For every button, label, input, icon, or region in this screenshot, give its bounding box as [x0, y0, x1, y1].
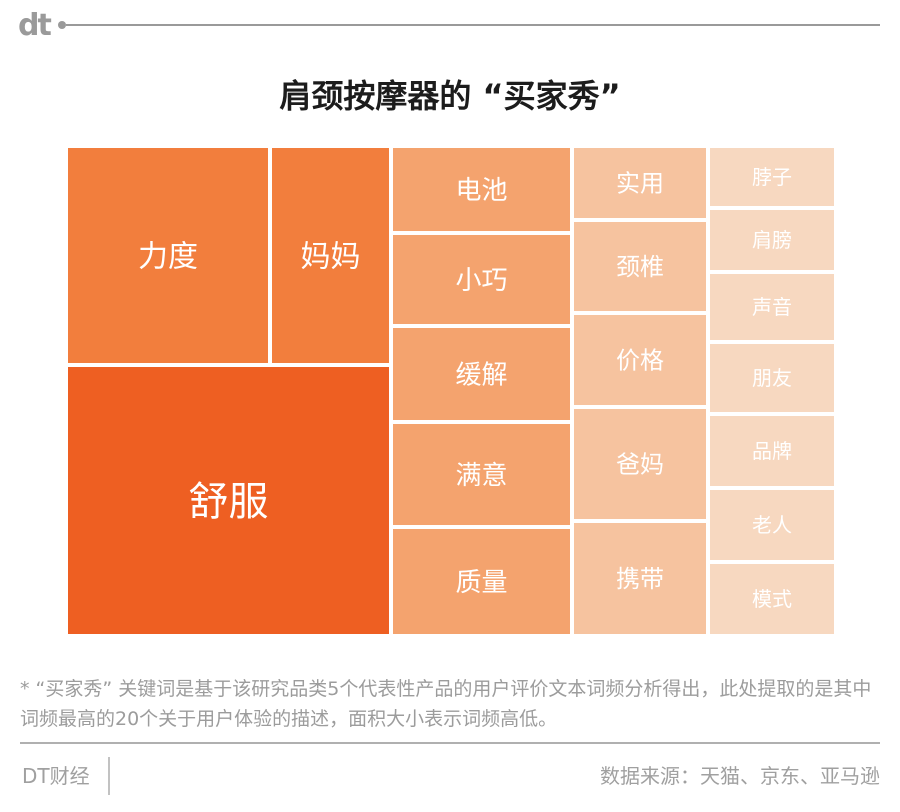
header-divider — [66, 24, 880, 26]
treemap-cell-13 — [574, 523, 706, 634]
dt-logo: dt — [18, 8, 52, 43]
treemap-label-6: 缓解 — [455, 360, 507, 390]
treemap-cell-20 — [710, 564, 834, 634]
treemap-cell-15 — [710, 210, 834, 270]
treemap-label-8: 质量 — [455, 568, 507, 598]
treemap-cell-14 — [710, 148, 834, 206]
treemap-label-13: 携带 — [616, 565, 664, 593]
treemap-label-15: 肩膀 — [752, 228, 792, 252]
treemap-label-16: 声音 — [752, 295, 792, 319]
logo-dot — [58, 21, 66, 29]
treemap-cell-18 — [710, 416, 834, 486]
treemap-cell-4 — [393, 148, 570, 231]
treemap-label-17: 朋友 — [752, 366, 792, 390]
treemap-label-10: 颈椎 — [616, 253, 664, 281]
footnote: * “买家秀” 关键词是基于该研究品类5个代表性产品的用户评价文本词频分析得出，… — [20, 678, 872, 730]
treemap-cell-17 — [710, 344, 834, 412]
treemap-cell-11 — [574, 315, 706, 405]
footer-brand: DT财经 — [22, 764, 90, 788]
footer-source: 数据来源：天猫、京东、亚马逊 — [600, 764, 880, 788]
treemap-cell-8 — [393, 529, 570, 634]
treemap-cell-3 — [272, 148, 389, 363]
treemap-cell-1 — [68, 367, 389, 634]
treemap-cell-6 — [393, 328, 570, 420]
treemap-label-14: 脖子 — [752, 165, 792, 189]
treemap-label-5: 小巧 — [455, 266, 507, 296]
treemap-label-2: 力度 — [138, 239, 198, 274]
treemap-label-3: 妈妈 — [301, 239, 361, 274]
treemap-label-19: 老人 — [752, 513, 792, 537]
treemap-label-12: 爸妈 — [616, 451, 664, 479]
treemap-cell-16 — [710, 274, 834, 340]
treemap-label-4: 电池 — [455, 176, 507, 206]
treemap-cell-2 — [68, 148, 268, 363]
treemap-cell-5 — [393, 235, 570, 324]
treemap-cell-19 — [710, 490, 834, 560]
footer-divider — [20, 742, 880, 744]
treemap-label-7: 满意 — [455, 461, 507, 491]
treemap-cell-7 — [393, 424, 570, 525]
footer-separator — [108, 757, 110, 795]
treemap-label-18: 品牌 — [752, 439, 792, 463]
chart-title: 肩颈按摩器的 “买家秀” — [279, 77, 621, 115]
treemap-cell-10 — [574, 222, 706, 311]
treemap-cell-9 — [574, 148, 706, 218]
treemap-cell-12 — [574, 409, 706, 519]
treemap-label-9: 实用 — [616, 170, 664, 198]
treemap-label-20: 模式 — [752, 587, 792, 611]
treemap-label-11: 价格 — [616, 347, 664, 375]
treemap-label-1: 舒服 — [189, 479, 269, 525]
